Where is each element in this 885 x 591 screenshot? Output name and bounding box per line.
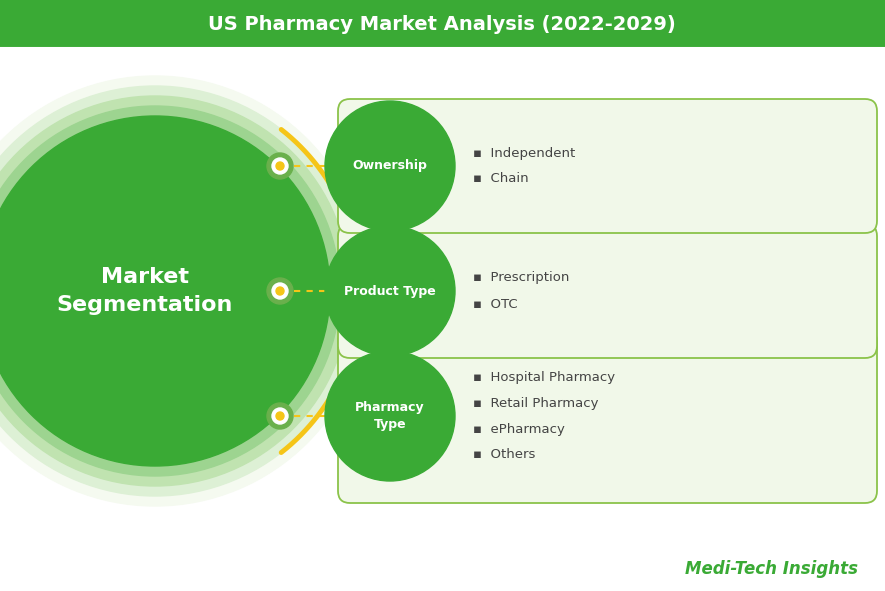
Circle shape bbox=[276, 162, 284, 170]
Circle shape bbox=[325, 101, 455, 231]
Circle shape bbox=[267, 153, 293, 179]
Circle shape bbox=[0, 86, 360, 496]
Circle shape bbox=[267, 278, 293, 304]
Text: Market
Segmentation: Market Segmentation bbox=[57, 267, 233, 315]
Text: Pharmacy
Type: Pharmacy Type bbox=[355, 401, 425, 431]
Text: ▪  ePharmacy: ▪ ePharmacy bbox=[473, 423, 565, 436]
Text: ▪  Prescription: ▪ Prescription bbox=[473, 271, 569, 284]
Text: ▪  OTC: ▪ OTC bbox=[473, 297, 518, 310]
Circle shape bbox=[0, 116, 330, 466]
Text: ▪  Chain: ▪ Chain bbox=[473, 173, 528, 186]
Circle shape bbox=[267, 403, 293, 429]
Circle shape bbox=[272, 283, 288, 299]
Circle shape bbox=[0, 76, 370, 506]
FancyBboxPatch shape bbox=[0, 0, 885, 48]
Circle shape bbox=[272, 408, 288, 424]
FancyBboxPatch shape bbox=[338, 224, 877, 358]
Circle shape bbox=[0, 96, 350, 486]
Circle shape bbox=[325, 351, 455, 481]
Circle shape bbox=[272, 158, 288, 174]
FancyBboxPatch shape bbox=[338, 99, 877, 233]
Text: ▪  Hospital Pharmacy: ▪ Hospital Pharmacy bbox=[473, 371, 615, 384]
Text: Ownership: Ownership bbox=[352, 160, 427, 173]
Circle shape bbox=[0, 106, 340, 476]
Circle shape bbox=[276, 287, 284, 295]
Circle shape bbox=[325, 226, 455, 356]
Text: ▪  Independent: ▪ Independent bbox=[473, 147, 575, 160]
Text: ▪  Others: ▪ Others bbox=[473, 449, 535, 462]
Text: Product Type: Product Type bbox=[344, 284, 436, 297]
Circle shape bbox=[276, 412, 284, 420]
Text: Medi-Tech Insights: Medi-Tech Insights bbox=[685, 560, 858, 578]
Text: ▪  Retail Pharmacy: ▪ Retail Pharmacy bbox=[473, 397, 598, 410]
Text: US Pharmacy Market Analysis (2022-2029): US Pharmacy Market Analysis (2022-2029) bbox=[208, 15, 676, 34]
FancyBboxPatch shape bbox=[338, 329, 877, 503]
